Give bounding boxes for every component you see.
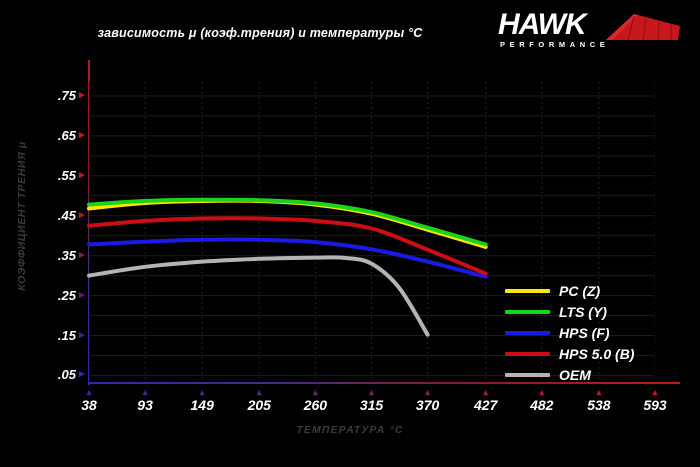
legend-item-label: LTS (Y) — [559, 303, 607, 320]
x-tick-arrow-icon: ▴ — [596, 387, 602, 397]
legend-color-swatch — [505, 330, 550, 335]
y-tick-arrow-icon: ▸ — [79, 89, 85, 101]
x-axis-line — [88, 382, 680, 384]
y-tick-label: .35 — [57, 247, 76, 263]
legend-item[interactable]: PC (Z) — [505, 280, 685, 301]
x-tick-arrow-icon: ▴ — [142, 387, 148, 397]
y-tick-label: .45 — [57, 207, 76, 223]
x-tick-arrow-icon: ▴ — [257, 387, 262, 397]
legend-item[interactable]: HPS (F) — [505, 322, 685, 343]
hawk-performance-logo: HAWK PERFORMANCE — [492, 10, 682, 56]
y-tick-arrow-icon: ▸ — [79, 288, 85, 301]
x-tick-label: 149 — [190, 397, 214, 413]
series-hps-f — [87, 237, 488, 279]
y-tick-arrow-icon: ▸ — [79, 248, 85, 261]
title-bar: зависимость μ (коэф.трения) и температур… — [60, 18, 460, 48]
y-tick-label: .05 — [57, 367, 76, 383]
x-tick-label: 93 — [137, 397, 153, 413]
logo-tagline: PERFORMANCE — [500, 40, 610, 49]
legend-item-label: HPS 5.0 (B) — [559, 345, 635, 362]
x-tick-label: 427 — [474, 397, 498, 413]
y-tick-arrow-icon: ▸ — [79, 328, 85, 341]
legend-item[interactable]: HPS 5.0 (B) — [505, 343, 685, 364]
logo-wordmark: HAWK — [498, 8, 587, 41]
hawk-wing-icon — [606, 14, 680, 41]
x-tick-label: 593 — [643, 397, 667, 413]
series-lts-y — [87, 197, 488, 247]
legend-color-swatch — [505, 309, 550, 314]
legend-color-swatch — [505, 372, 550, 377]
legend-item[interactable]: OEM — [505, 364, 685, 385]
x-tick-arrow-icon: ▴ — [369, 387, 374, 397]
series-hps-5-0-b — [87, 216, 488, 276]
x-tick-label: 260 — [303, 397, 328, 413]
y-tick-label: .65 — [57, 127, 76, 143]
x-tick-arrow-icon: ▴ — [483, 387, 488, 397]
y-tick-label: .15 — [57, 327, 76, 343]
x-tick-label: 38 — [81, 397, 97, 413]
x-tick-arrow-icon: ▴ — [199, 387, 205, 397]
page-title: зависимость μ (коэф.трения) и температур… — [97, 26, 423, 40]
x-tick-arrow-icon: ▴ — [86, 387, 92, 397]
x-tick-label: 205 — [247, 397, 271, 413]
x-tick-label: 538 — [587, 397, 611, 413]
y-tick-label: .75 — [57, 88, 76, 103]
legend-item-label: HPS (F) — [559, 324, 610, 341]
legend-item-label: PC (Z) — [559, 282, 601, 299]
x-tick-arrow-icon: ▴ — [652, 387, 658, 397]
y-tick-arrow-icon: ▸ — [79, 368, 85, 381]
gridlines — [89, 82, 655, 382]
y-tick-arrow-icon: ▸ — [79, 128, 85, 141]
x-tick-label: 370 — [415, 397, 440, 413]
legend-color-swatch — [505, 351, 550, 356]
x-tick-arrow-icon: ▴ — [539, 387, 545, 397]
x-tick-arrow-icon: ▴ — [425, 387, 430, 397]
y-tick-label: .55 — [57, 167, 76, 183]
x-tick-label: 482 — [530, 397, 554, 413]
x-axis-title: ТЕМПЕРАТУРА °C — [296, 424, 404, 436]
chart-legend: PC (Z) LTS (Y) HPS (F) HPS 5.0 (B) OEM — [505, 280, 685, 385]
y-tick-label: .25 — [57, 287, 76, 303]
y-tick-arrow-icon: ▸ — [79, 168, 85, 181]
legend-item[interactable]: LTS (Y) — [505, 301, 685, 322]
legend-color-swatch — [505, 288, 550, 293]
series-oem — [87, 255, 430, 337]
y-tick-arrow-icon: ▸ — [79, 208, 85, 221]
series-lines — [87, 197, 488, 337]
legend-item-label: OEM — [559, 366, 591, 383]
plot-area — [87, 82, 655, 382]
x-tick-label: 315 — [359, 397, 384, 413]
x-tick-arrow-icon: ▴ — [313, 387, 318, 397]
